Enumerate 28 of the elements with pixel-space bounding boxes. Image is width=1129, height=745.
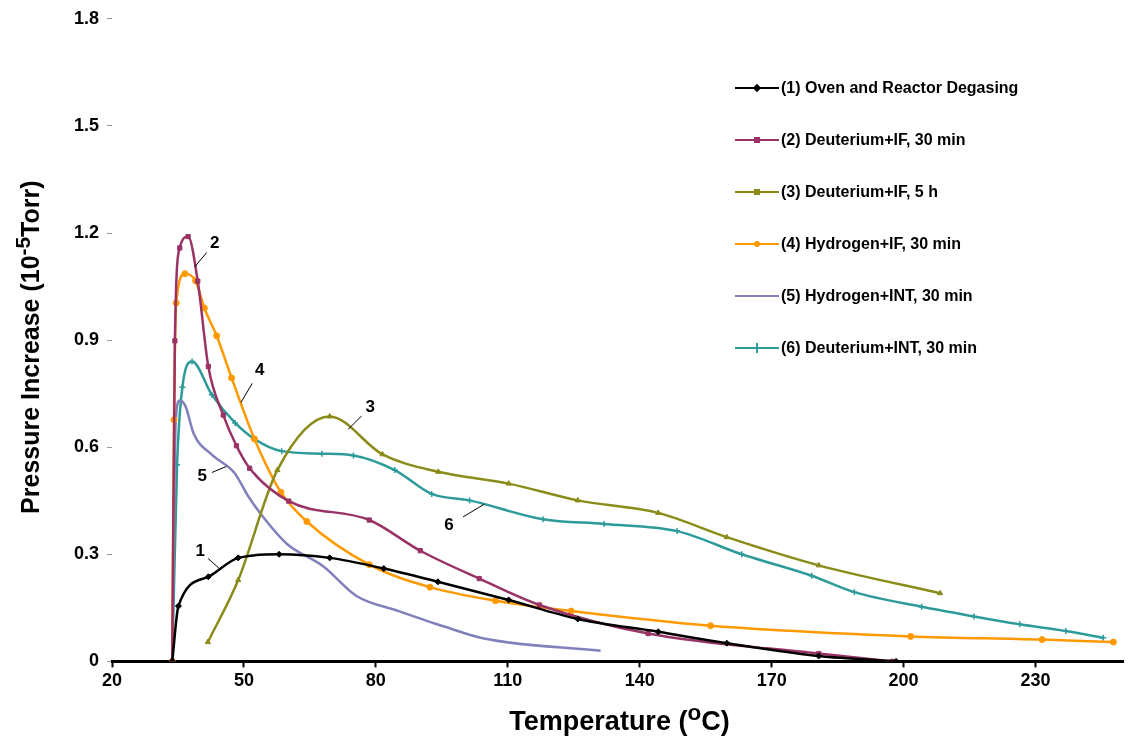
x-tick-label: 50 (233, 670, 254, 691)
legend-label: (1) Oven and Reactor Degasing (781, 79, 1019, 97)
y-tick-label: 0.9 (73, 329, 99, 350)
annotation: 6 (444, 515, 454, 535)
annotation: 1 (195, 540, 205, 560)
legend-label: (5) Hydrogen+INT, 30 min (781, 287, 973, 305)
y-tick-label: 1.2 (73, 221, 99, 242)
x-tick-label: 110 (493, 670, 523, 691)
y-tick-label: 0 (88, 650, 99, 671)
legend-label: (3) Deuterium+IF, 5 h (781, 183, 938, 201)
x-tick-label: 20 (101, 670, 123, 691)
annotation: 3 (365, 397, 375, 417)
annotation: 4 (255, 360, 266, 380)
x-tick-label: 230 (1020, 670, 1051, 691)
annotation: 2 (209, 232, 220, 252)
legend-label: (2) Deuterium+IF, 30 min (781, 131, 966, 149)
legend-label: (6) Deuterium+INT, 30 min (781, 339, 978, 357)
y-tick-label: 0.3 (73, 543, 99, 564)
x-axis-title: Temperature ($^{o}$C) (508, 700, 731, 737)
x-tick-label: 80 (365, 670, 386, 691)
x-tick-label: 140 (624, 670, 655, 691)
annotation: 5 (197, 466, 208, 486)
y-tick-label: 0.6 (73, 436, 99, 457)
y-tick-label: 1.8 (73, 7, 99, 28)
x-tick-label: 200 (888, 670, 919, 691)
x-tick-label: 170 (756, 670, 787, 691)
y-tick-label: 1.5 (73, 114, 99, 135)
legend-label: (4) Hydrogen+IF, 30 min (781, 235, 962, 253)
